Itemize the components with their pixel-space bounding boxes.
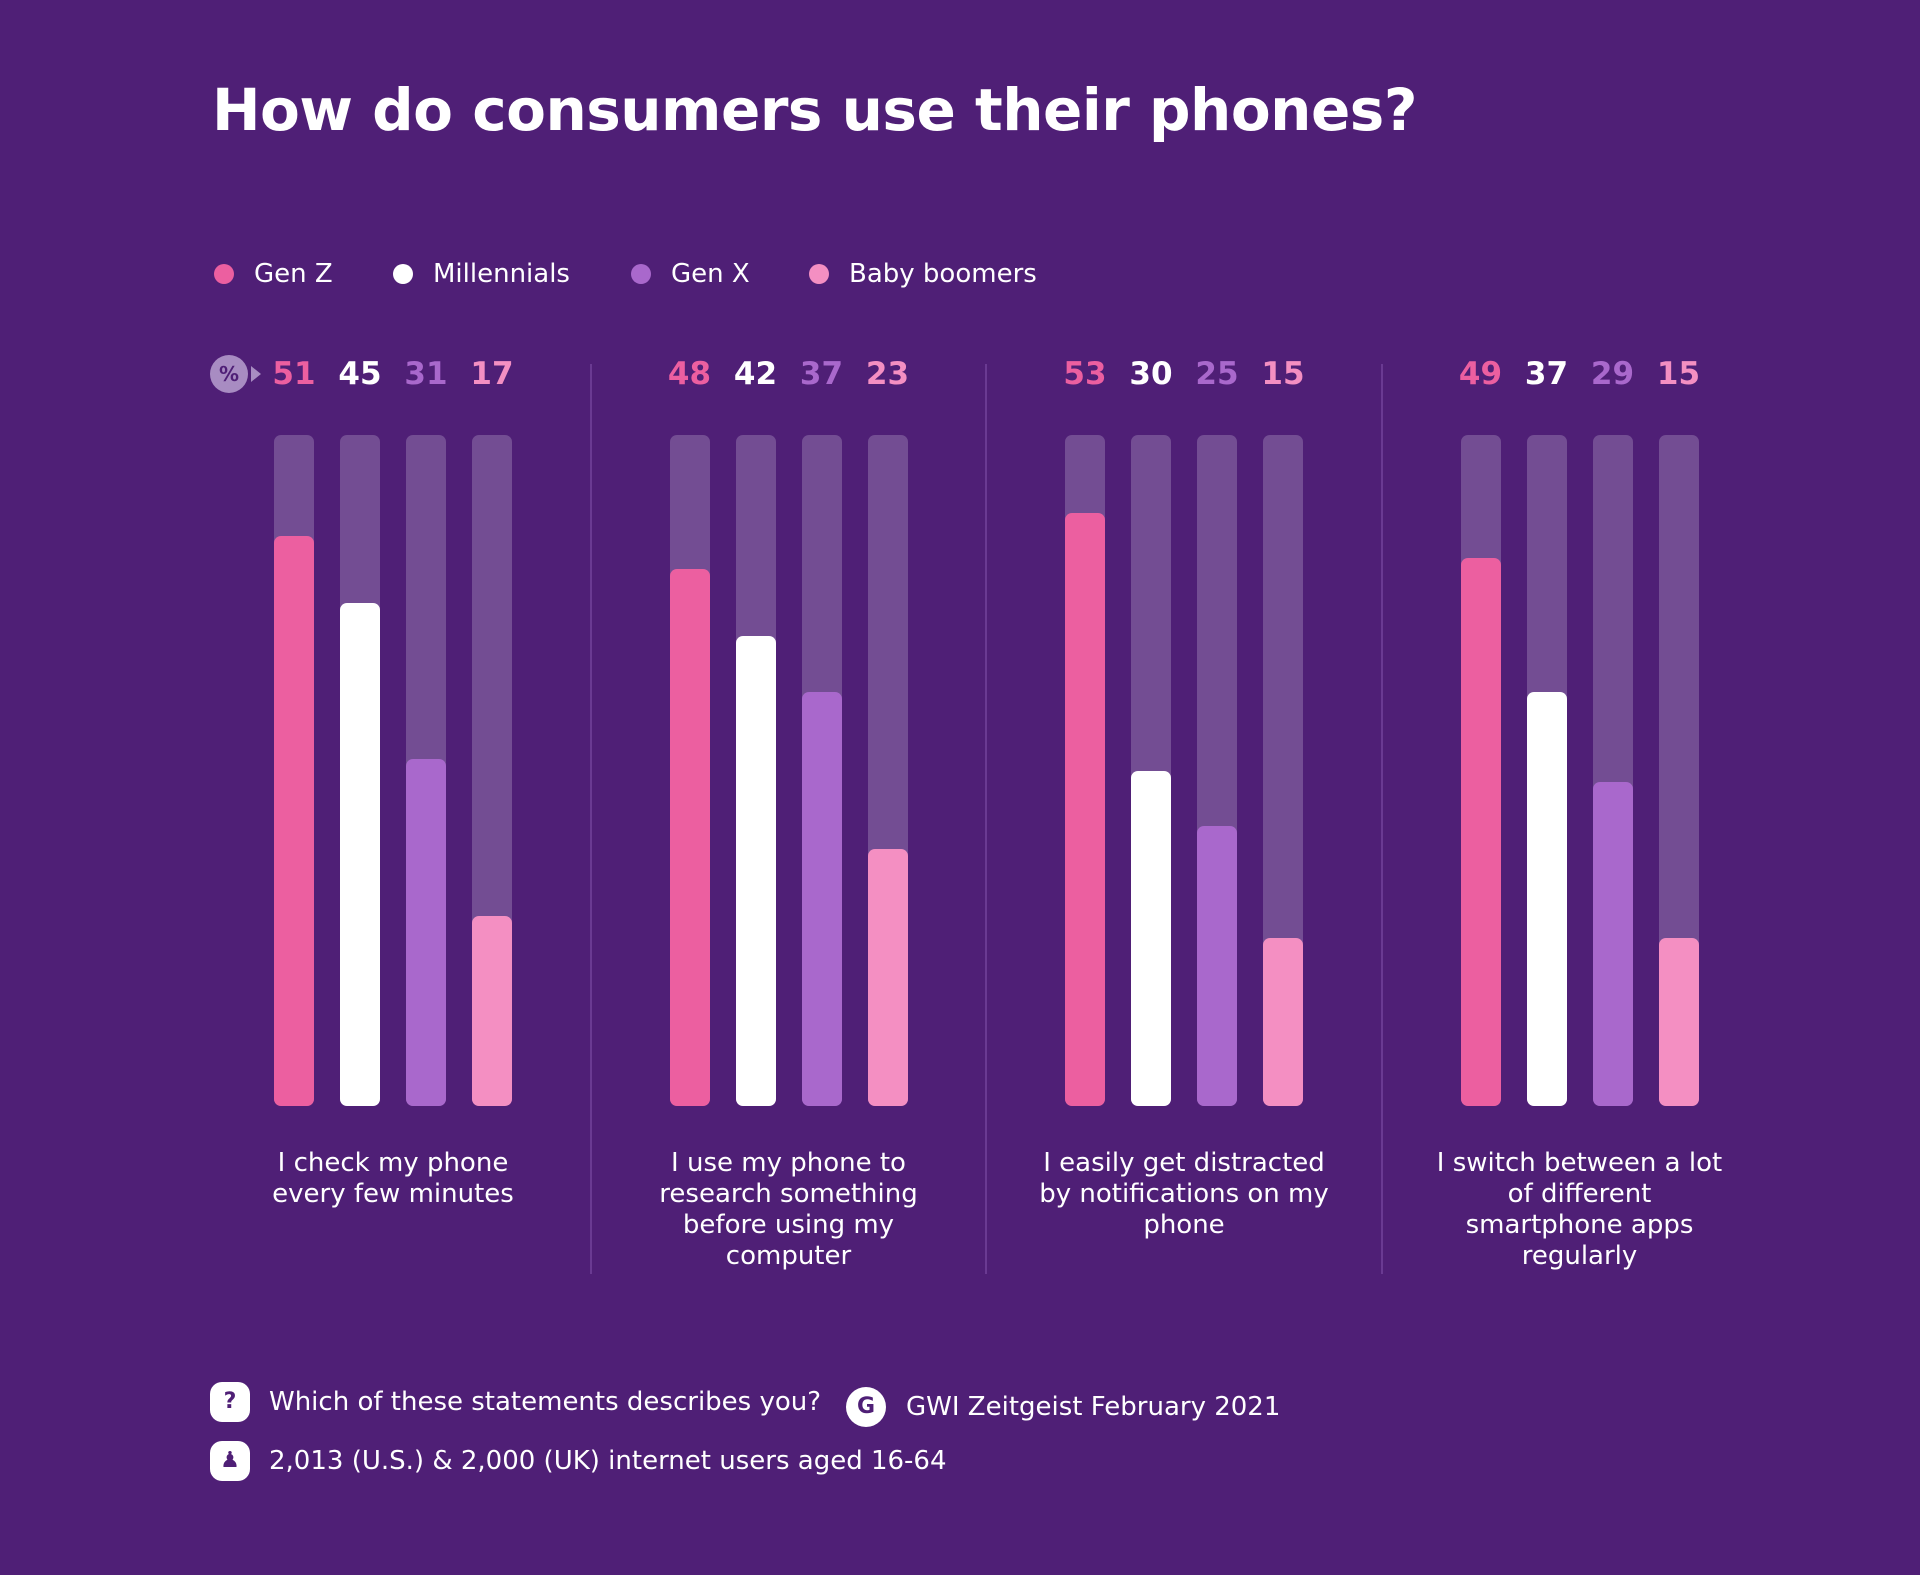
value-label: 15 [1656, 356, 1701, 392]
value-label: 30 [1129, 356, 1173, 392]
legend-label: Gen Z [254, 259, 333, 289]
source-icon: G [846, 1387, 886, 1427]
category-label: I easily get distracted by notifications… [1039, 1148, 1329, 1240]
bar [1592, 781, 1633, 1106]
bar [1197, 826, 1237, 1106]
bar [274, 535, 314, 1106]
value-label: 31 [404, 356, 448, 392]
bar [1065, 513, 1105, 1106]
value-label: 25 [1195, 356, 1239, 392]
value-label: 53 [1063, 356, 1107, 392]
unit-badge: % [210, 355, 248, 393]
sample-icon: ♟ [210, 1441, 250, 1481]
legend-label: Millennials [433, 259, 570, 289]
value-label: 49 [1458, 356, 1503, 392]
legend-marker [214, 264, 234, 284]
bar [801, 692, 842, 1106]
value-label: 42 [733, 356, 778, 392]
value-label: 23 [865, 356, 910, 392]
group-divider [985, 364, 988, 1274]
bar [340, 602, 380, 1106]
chart-title: How do consumers use their phones? [212, 76, 1417, 144]
value-label: 51 [272, 356, 316, 392]
bar [1658, 938, 1699, 1106]
legend-marker [809, 264, 829, 284]
bar [1460, 558, 1501, 1106]
question-text: Which of these statements describes you? [269, 1387, 822, 1417]
sample-text: 2,013 (U.S.) & 2,000 (UK) internet users… [269, 1446, 947, 1476]
category-label: I switch between a lot of different smar… [1436, 1148, 1723, 1271]
value-label: 37 [799, 356, 844, 392]
bar [1526, 692, 1567, 1106]
category-label: I check my phone every few minutes [272, 1148, 514, 1209]
value-label: 29 [1590, 356, 1635, 392]
bar [1131, 770, 1171, 1106]
legend-label: Baby boomers [849, 259, 1037, 289]
category-label: I use my phone to research something bef… [659, 1148, 918, 1271]
group-divider [1380, 364, 1383, 1274]
value-label: 17 [470, 356, 514, 392]
value-label: 48 [667, 356, 712, 392]
bar [472, 915, 512, 1106]
value-label: 45 [338, 356, 382, 392]
bar [735, 636, 776, 1106]
legend-label: Gen X [671, 259, 750, 289]
legend-marker [631, 264, 651, 284]
bar [1263, 938, 1303, 1106]
value-label: 15 [1261, 356, 1305, 392]
bar [867, 848, 908, 1106]
question-icon: ? [210, 1382, 250, 1422]
value-label: 37 [1524, 356, 1569, 392]
bar [406, 759, 446, 1106]
source-text: GWI Zeitgeist February 2021 [906, 1392, 1281, 1422]
unit-arrow [251, 366, 261, 382]
group-divider [589, 364, 592, 1274]
legend-marker [393, 264, 413, 284]
bar [669, 569, 710, 1106]
